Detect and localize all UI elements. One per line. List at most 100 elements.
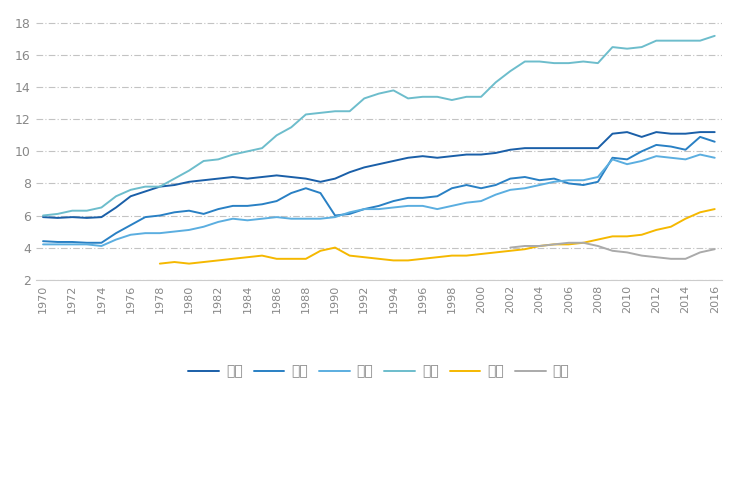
- 德国: [83, 215, 91, 221]
- 中国: [389, 257, 398, 263]
- 中国: [681, 216, 690, 222]
- 德国: [506, 147, 514, 153]
- 美国: [433, 94, 441, 100]
- 德国: [287, 174, 296, 180]
- 印度: [623, 250, 632, 255]
- 日本: [447, 185, 456, 191]
- 日本: [316, 190, 325, 196]
- 德国: [228, 174, 237, 180]
- 日本: [550, 176, 559, 182]
- 日本: [83, 240, 91, 246]
- 中国: [652, 227, 660, 233]
- 日本: [506, 176, 514, 182]
- 中国: [447, 252, 456, 258]
- 英国: [345, 209, 354, 215]
- 中国: [433, 254, 441, 260]
- 中国: [608, 234, 617, 240]
- 中国: [492, 250, 500, 255]
- 美国: [331, 108, 340, 114]
- 德国: [111, 205, 120, 211]
- 英国: [638, 158, 646, 164]
- 中国: [345, 252, 354, 258]
- 英国: [170, 229, 179, 235]
- 德国: [638, 134, 646, 140]
- 日本: [520, 174, 529, 180]
- 美国: [593, 60, 602, 66]
- 中国: [477, 251, 486, 257]
- 德国: [97, 214, 106, 220]
- 德国: [389, 158, 398, 164]
- 中国: [258, 252, 267, 258]
- 德国: [126, 193, 135, 199]
- 德国: [185, 179, 194, 185]
- 中国: [214, 257, 223, 263]
- 德国: [331, 176, 340, 182]
- 英国: [301, 216, 310, 222]
- 美国: [565, 60, 573, 66]
- 美国: [710, 33, 719, 39]
- 中国: [287, 256, 296, 262]
- 英国: [593, 174, 602, 180]
- 英国: [579, 177, 587, 183]
- 日本: [579, 182, 587, 188]
- 日本: [301, 185, 310, 191]
- 英国: [462, 200, 471, 206]
- 德国: [666, 131, 675, 137]
- 美国: [272, 132, 281, 138]
- 英国: [228, 216, 237, 222]
- 德国: [535, 145, 544, 151]
- 德国: [272, 173, 281, 179]
- 英国: [68, 242, 77, 248]
- 日本: [258, 201, 267, 207]
- 英国: [419, 203, 427, 209]
- 中国: [535, 243, 544, 249]
- 日本: [593, 179, 602, 185]
- 日本: [477, 185, 486, 191]
- 英国: [126, 232, 135, 238]
- 英国: [272, 214, 281, 220]
- 美国: [141, 184, 150, 190]
- 美国: [550, 60, 559, 66]
- 英国: [141, 230, 150, 236]
- 中国: [185, 260, 194, 266]
- 中国: [579, 240, 587, 246]
- 美国: [199, 158, 208, 164]
- 德国: [53, 215, 62, 221]
- 英国: [38, 242, 47, 248]
- 日本: [565, 181, 573, 187]
- 英国: [374, 206, 383, 212]
- 德国: [419, 153, 427, 159]
- 美国: [462, 94, 471, 100]
- 德国: [462, 152, 471, 158]
- 日本: [652, 142, 660, 148]
- Line: 日本: 日本: [43, 137, 715, 243]
- 德国: [301, 176, 310, 182]
- 英国: [696, 152, 705, 158]
- 日本: [68, 239, 77, 245]
- 德国: [477, 152, 486, 158]
- 英国: [477, 198, 486, 204]
- 日本: [214, 206, 223, 212]
- 日本: [111, 230, 120, 236]
- 日本: [331, 213, 340, 219]
- 英国: [97, 243, 106, 249]
- 日本: [462, 182, 471, 188]
- 日本: [53, 239, 62, 245]
- 中国: [638, 232, 646, 238]
- 美国: [214, 156, 223, 162]
- 德国: [345, 169, 354, 175]
- Line: 中国: 中国: [160, 209, 715, 263]
- 德国: [170, 182, 179, 188]
- 德国: [608, 131, 617, 137]
- 美国: [404, 95, 413, 101]
- 中国: [156, 260, 164, 266]
- 日本: [287, 190, 296, 196]
- 印度: [652, 254, 660, 260]
- 英国: [506, 187, 514, 193]
- 英国: [492, 192, 500, 198]
- 德国: [141, 189, 150, 195]
- 德国: [696, 129, 705, 135]
- 中国: [199, 259, 208, 265]
- 印度: [608, 248, 617, 254]
- 德国: [492, 150, 500, 156]
